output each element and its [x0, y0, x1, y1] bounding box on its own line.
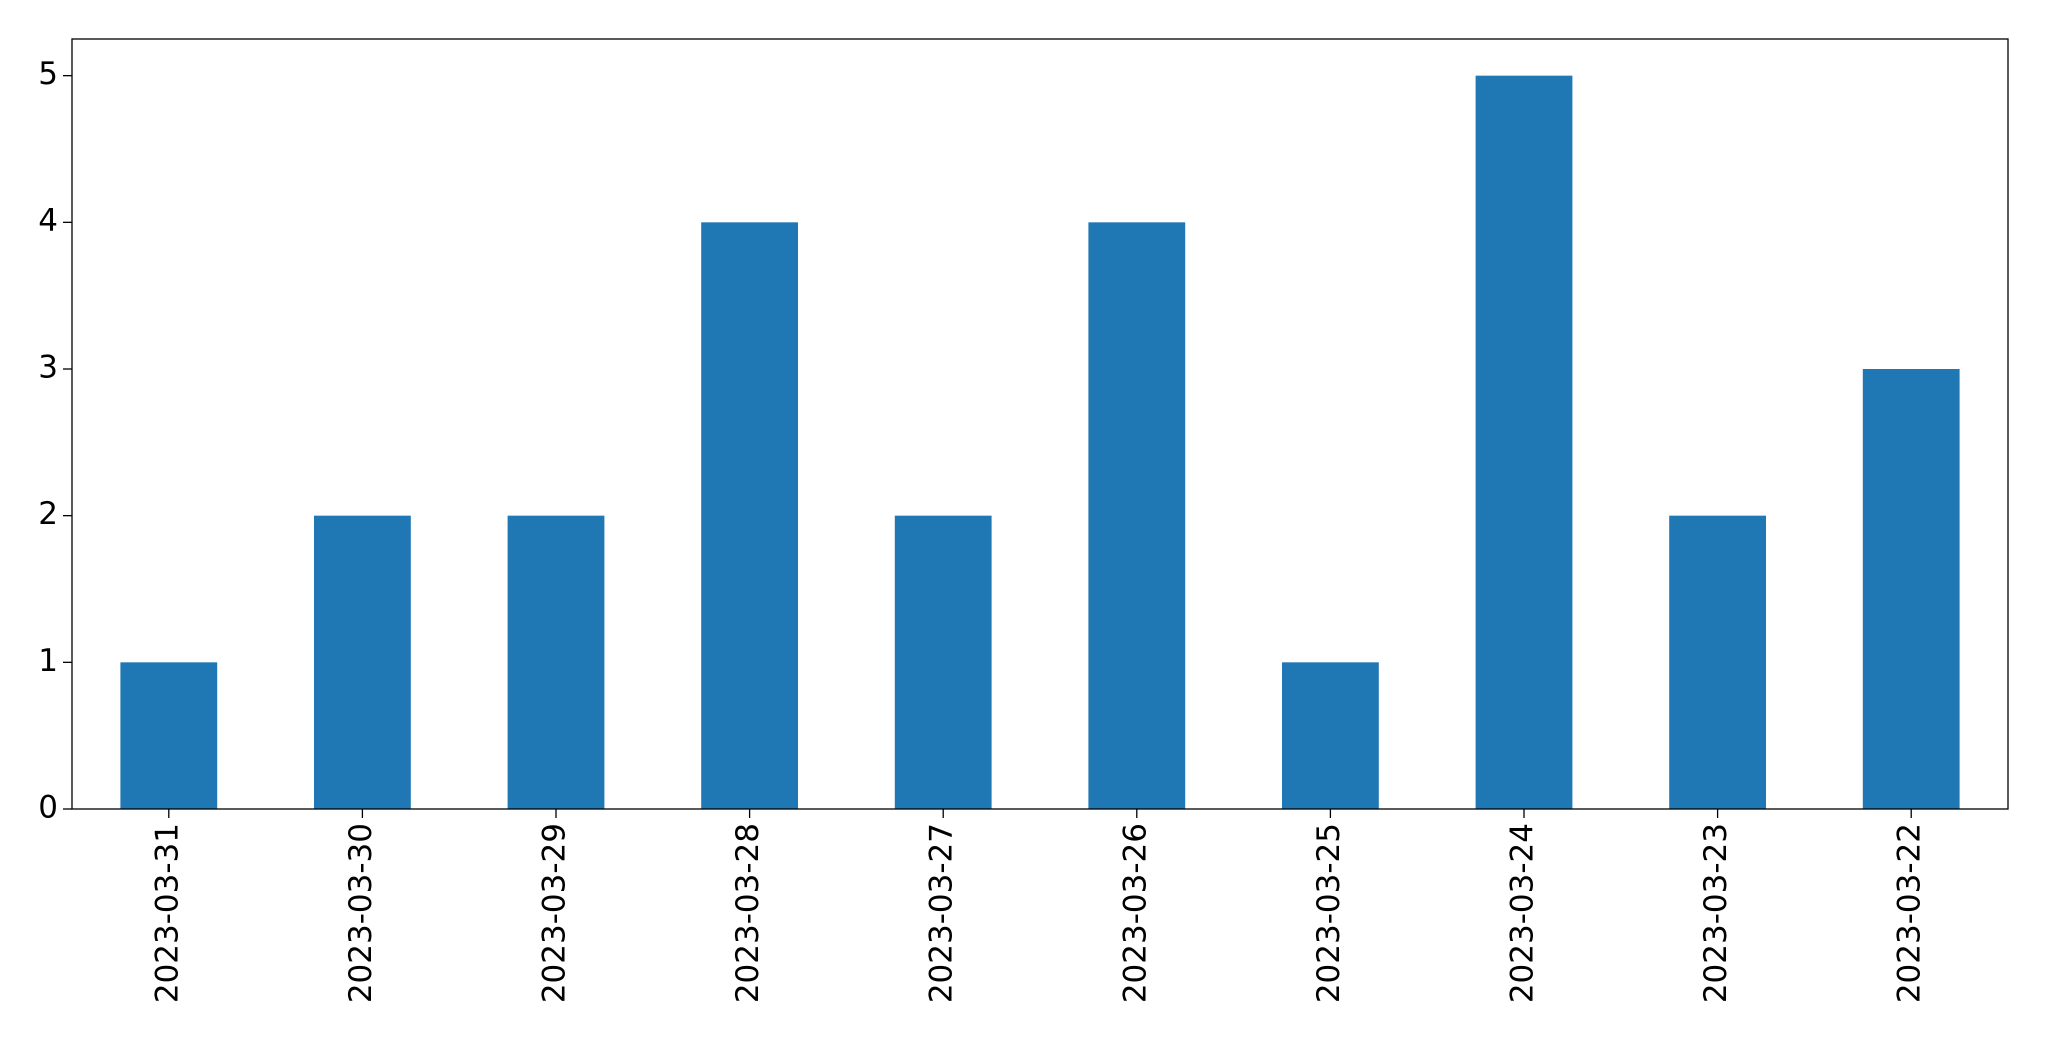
x-tick-label: 2023-03-28: [730, 823, 766, 1003]
bar: [314, 515, 411, 809]
bar: [894, 515, 992, 809]
y-tick-label: 1: [38, 643, 58, 679]
y-tick-label: 3: [38, 350, 58, 386]
x-tick-label: 2023-03-29: [537, 823, 573, 1003]
bar: [1862, 369, 1960, 809]
x-tick-label: 2023-03-26: [1117, 823, 1153, 1003]
bar: [1475, 75, 1573, 809]
x-tick-label: 2023-03-22: [1892, 823, 1928, 1003]
y-tick-label: 2: [38, 496, 58, 532]
bar: [507, 515, 605, 809]
y-tick-label: 0: [38, 790, 58, 826]
x-tick-label: 2023-03-23: [1698, 823, 1734, 1003]
bar: [1669, 515, 1766, 809]
x-tick-label: 2023-03-27: [924, 823, 960, 1003]
x-tick-label: 2023-03-31: [149, 823, 185, 1003]
bar: [1282, 662, 1379, 809]
bar: [701, 222, 798, 810]
bar: [1088, 222, 1186, 810]
x-tick-label: 2023-03-25: [1311, 823, 1347, 1003]
y-tick-label: 5: [38, 56, 58, 92]
plot-frame: [71, 38, 2009, 810]
bar: [120, 662, 218, 809]
y-tick-label: 4: [38, 203, 58, 239]
x-tick-label: 2023-03-30: [343, 823, 379, 1003]
x-tick-label: 2023-03-24: [1505, 823, 1541, 1003]
